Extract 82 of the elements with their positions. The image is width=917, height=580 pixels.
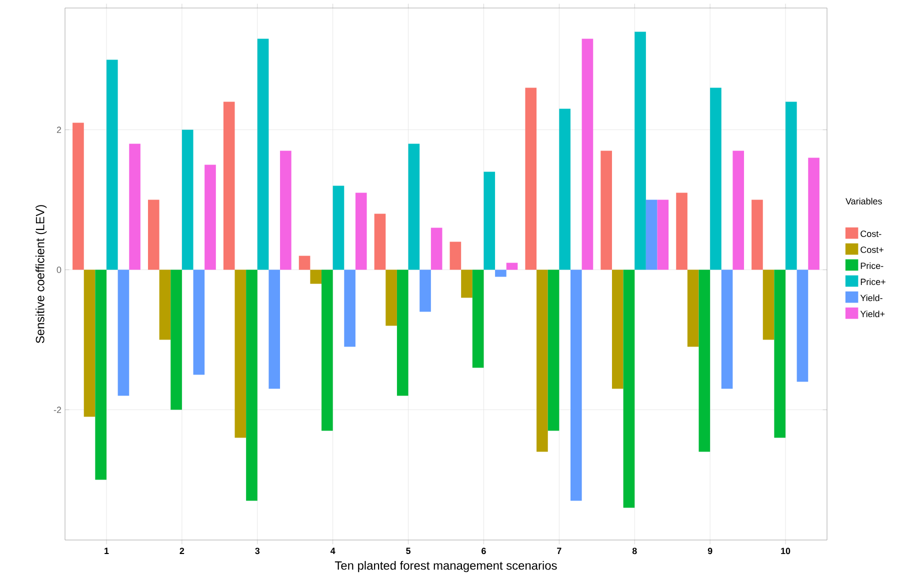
bar bbox=[159, 270, 171, 340]
y-tick-label: 2 bbox=[56, 126, 62, 133]
y-tick-label: 0 bbox=[56, 266, 62, 273]
bar bbox=[752, 200, 763, 270]
bar bbox=[559, 108, 570, 270]
bar bbox=[280, 150, 292, 270]
bar bbox=[118, 270, 130, 396]
bar bbox=[461, 270, 472, 298]
bar bbox=[193, 270, 205, 375]
bar bbox=[170, 270, 182, 410]
bar bbox=[72, 122, 84, 270]
y-tick-label: -2 bbox=[54, 406, 62, 413]
bar bbox=[182, 130, 194, 270]
bar bbox=[472, 270, 484, 368]
bar bbox=[129, 144, 140, 270]
bar bbox=[223, 102, 235, 270]
bar bbox=[570, 270, 582, 501]
y-axis-title: Sensitive coefficient (LEV) bbox=[36, 205, 47, 344]
legend-label: Cost- bbox=[860, 230, 882, 237]
legend-label: Price- bbox=[860, 262, 884, 269]
bar bbox=[774, 270, 786, 438]
bar bbox=[322, 270, 333, 431]
bar bbox=[646, 200, 658, 270]
x-tick-label: 9 bbox=[708, 548, 712, 554]
bar bbox=[721, 270, 733, 389]
bar bbox=[657, 200, 669, 270]
bar bbox=[246, 270, 258, 501]
x-tick-label: 6 bbox=[482, 548, 486, 554]
bar bbox=[536, 270, 548, 452]
bar bbox=[396, 270, 408, 396]
bar bbox=[204, 164, 216, 270]
bar bbox=[796, 270, 808, 382]
bar bbox=[623, 270, 635, 508]
x-axis-title: Ten planted forest management scenarios bbox=[334, 560, 557, 572]
bar bbox=[762, 270, 774, 340]
legend-title: Variables bbox=[846, 198, 882, 204]
bar bbox=[808, 158, 820, 270]
bar bbox=[732, 150, 744, 270]
bar bbox=[355, 192, 367, 270]
legend-label: Yield+ bbox=[860, 310, 885, 318]
bar bbox=[525, 88, 537, 270]
bar bbox=[268, 270, 280, 389]
bar bbox=[310, 270, 322, 284]
bar bbox=[676, 192, 688, 270]
bar bbox=[148, 200, 160, 270]
bar bbox=[710, 88, 722, 270]
bar bbox=[386, 270, 397, 326]
bar bbox=[374, 214, 386, 270]
bar bbox=[332, 186, 344, 270]
x-tick-label: 4 bbox=[330, 548, 336, 554]
x-tick-label: 5 bbox=[406, 548, 411, 554]
bar bbox=[786, 102, 797, 270]
bar bbox=[634, 32, 646, 270]
bar bbox=[298, 256, 310, 270]
bar bbox=[698, 270, 710, 452]
bar bbox=[495, 270, 506, 277]
bar bbox=[450, 242, 462, 270]
bar bbox=[548, 270, 560, 431]
bar bbox=[612, 270, 624, 389]
legend-label: Cost+ bbox=[860, 246, 884, 253]
bar bbox=[420, 270, 431, 312]
legend-label: Yield- bbox=[860, 294, 882, 302]
x-tick-label: 7 bbox=[557, 548, 562, 554]
x-tick-label: 2 bbox=[180, 548, 184, 554]
bar bbox=[430, 228, 442, 270]
bar bbox=[408, 144, 420, 270]
x-tick-label: 3 bbox=[255, 548, 260, 554]
bar bbox=[106, 60, 118, 270]
x-tick-label: 10 bbox=[781, 548, 790, 554]
bar bbox=[257, 38, 269, 270]
bar bbox=[344, 270, 356, 347]
bar bbox=[687, 270, 699, 347]
x-tick-label: 8 bbox=[632, 548, 637, 554]
bar bbox=[95, 270, 106, 480]
bar bbox=[84, 270, 96, 417]
bar bbox=[582, 38, 594, 270]
x-tick-label: 1 bbox=[104, 548, 109, 554]
bar bbox=[484, 172, 496, 270]
bar bbox=[506, 262, 518, 270]
legend-label: Price+ bbox=[860, 278, 886, 286]
bar bbox=[234, 270, 246, 438]
bar bbox=[600, 150, 612, 270]
